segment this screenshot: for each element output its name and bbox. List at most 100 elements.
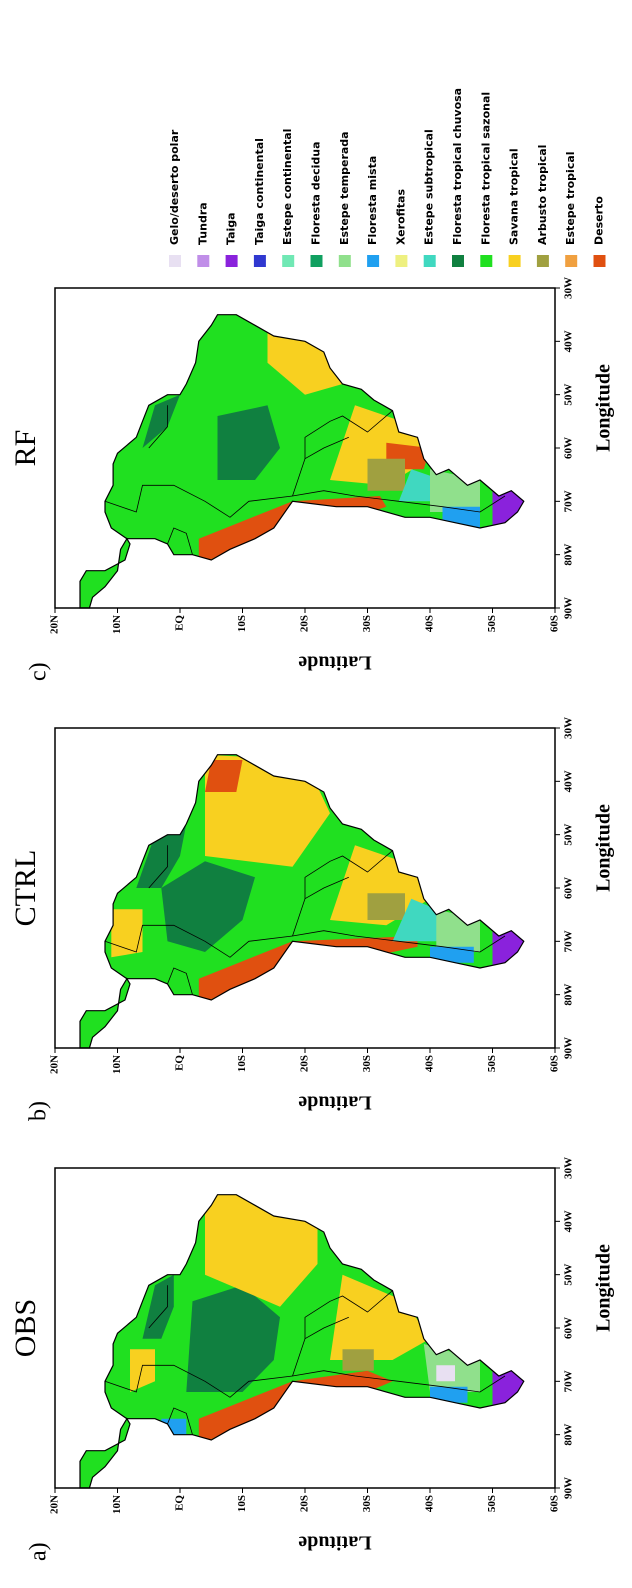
- x-tick-label: 30W: [563, 1157, 575, 1179]
- map-panel: 90W 80W 70W 60W 50W 40W 30W 20N 10N EQ 10S 20S 30S 40…: [9, 1157, 615, 1561]
- vegetation-patch: [142, 394, 180, 448]
- legend-label: Savana tropical: [508, 148, 521, 245]
- y-tick-label: 60S: [549, 1055, 561, 1072]
- panel-title: OBS: [9, 1299, 42, 1357]
- x-tick-label: 70W: [563, 1370, 575, 1392]
- legend-swatch: [536, 255, 549, 267]
- vegetation-patch: [436, 1365, 455, 1382]
- legend-label: Xerofitas: [394, 189, 407, 245]
- vegetation-patch: [217, 405, 280, 480]
- y-tick-label: 50S: [486, 1495, 498, 1512]
- x-tick-label: 50W: [563, 1264, 575, 1286]
- y-tick-label: EQ: [174, 1495, 186, 1511]
- y-tick-label: 50S: [486, 615, 498, 632]
- x-tick-label: 90W: [563, 1477, 575, 1499]
- x-tick-label: 90W: [563, 597, 575, 619]
- country-border: [104, 924, 293, 958]
- legend-swatch: [395, 255, 408, 267]
- legend-label: Floresta tropical chuvosa: [451, 88, 464, 245]
- legend-label: Taiga: [225, 212, 238, 245]
- x-tick-label: 50W: [563, 384, 575, 406]
- vegetation-patch: [392, 898, 443, 942]
- x-tick-label: 40W: [563, 770, 575, 792]
- vegetation-patch: [186, 1285, 280, 1392]
- y-tick-label: 10N: [111, 1495, 123, 1514]
- country-border: [292, 1370, 506, 1393]
- country-border: [167, 1407, 193, 1435]
- legend-swatch: [310, 255, 323, 267]
- legend-swatch: [197, 255, 210, 267]
- legend-label: Floresta tropical sazonal: [479, 92, 492, 245]
- legend-swatch: [169, 255, 181, 267]
- legend-swatch: [225, 255, 238, 267]
- vegetation-patch: [367, 893, 405, 920]
- x-axis-label: Longitude: [593, 804, 615, 892]
- legend-swatch: [593, 255, 606, 267]
- y-axis-label: Latitude: [298, 1531, 371, 1553]
- vegetation-patch: [111, 909, 143, 958]
- y-axis-label: Latitude: [298, 1091, 371, 1113]
- rotated-figure: 90W 80W 70W 60W 50W 40W 30W 20N 10N EQ 10S 20S 30S 40…: [9, 88, 615, 1561]
- legend-label: Estepe subtropical: [423, 129, 436, 245]
- y-tick-label: 60S: [549, 615, 561, 632]
- x-tick-label: 80W: [563, 1424, 575, 1446]
- vegetation-patch: [342, 1349, 374, 1371]
- coastline: [104, 314, 525, 561]
- vegetation-patch: [136, 824, 187, 888]
- x-tick-label: 90W: [563, 1037, 575, 1059]
- x-tick-label: 60W: [563, 1317, 575, 1339]
- panel-label: c): [26, 662, 52, 681]
- legend-swatch: [565, 255, 578, 267]
- y-tick-label: 10N: [111, 615, 123, 634]
- legend-swatch: [282, 255, 295, 267]
- y-tick-label: 20S: [299, 1495, 311, 1512]
- x-axis-label: Longitude: [593, 364, 615, 452]
- y-tick-label: 10N: [111, 1055, 123, 1074]
- country-border: [292, 930, 506, 953]
- x-tick-label: 30W: [563, 717, 575, 739]
- panel-title: RF: [9, 430, 42, 467]
- vegetation-patch: [142, 1274, 174, 1339]
- coastline: [79, 537, 131, 609]
- y-tick-label: 10S: [236, 1495, 248, 1512]
- coastline: [79, 977, 131, 1049]
- vegetation-patch: [330, 1274, 430, 1360]
- y-tick-label: 30S: [361, 1055, 373, 1072]
- coastline: [104, 1194, 525, 1441]
- country-border: [167, 527, 193, 555]
- y-tick-label: EQ: [174, 1055, 186, 1071]
- map-panel: 90W 80W 70W 60W 50W 40W 30W 20N 10N EQ 10S 20S 30S 40…: [9, 277, 615, 681]
- legend: Gelo/deserto polar Tundra Taiga Taiga conti…: [168, 88, 606, 267]
- country-border: [104, 484, 293, 518]
- panel-label: a): [26, 1542, 52, 1561]
- y-tick-label: 10S: [236, 1055, 248, 1072]
- country-border: [167, 967, 193, 995]
- panel-label: b): [26, 1101, 52, 1121]
- legend-label: Estepe continental: [281, 129, 294, 245]
- x-tick-label: 70W: [563, 490, 575, 512]
- x-axis-label: Longitude: [593, 1244, 615, 1332]
- y-tick-label: 40S: [424, 1055, 436, 1072]
- legend-label: Arbusto tropical: [536, 145, 549, 245]
- legend-swatch: [508, 255, 521, 267]
- legend-label: Taiga continental: [253, 138, 266, 245]
- vegetation-patch: [130, 1349, 155, 1392]
- vegetation-patch: [367, 458, 405, 491]
- legend-label: Gelo/deserto polar: [168, 129, 181, 245]
- y-tick-label: 60S: [549, 1495, 561, 1512]
- legend-label: Floresta decidua: [310, 141, 323, 245]
- y-tick-label: EQ: [174, 615, 186, 631]
- country-border: [304, 876, 349, 900]
- map-panel: 90W 80W 70W 60W 50W 40W 30W 20N 10N EQ 10S 20S 30S 40…: [9, 717, 615, 1121]
- legend-swatch: [452, 255, 464, 267]
- x-tick-label: 80W: [563, 984, 575, 1006]
- legend-swatch: [423, 255, 436, 267]
- panel-title: CTRL: [9, 850, 42, 927]
- y-tick-label: 30S: [361, 1495, 373, 1512]
- x-tick-label: 50W: [563, 824, 575, 846]
- y-tick-label: 20S: [299, 1055, 311, 1072]
- country-border: [104, 1364, 293, 1398]
- legend-label: Tundra: [196, 202, 209, 245]
